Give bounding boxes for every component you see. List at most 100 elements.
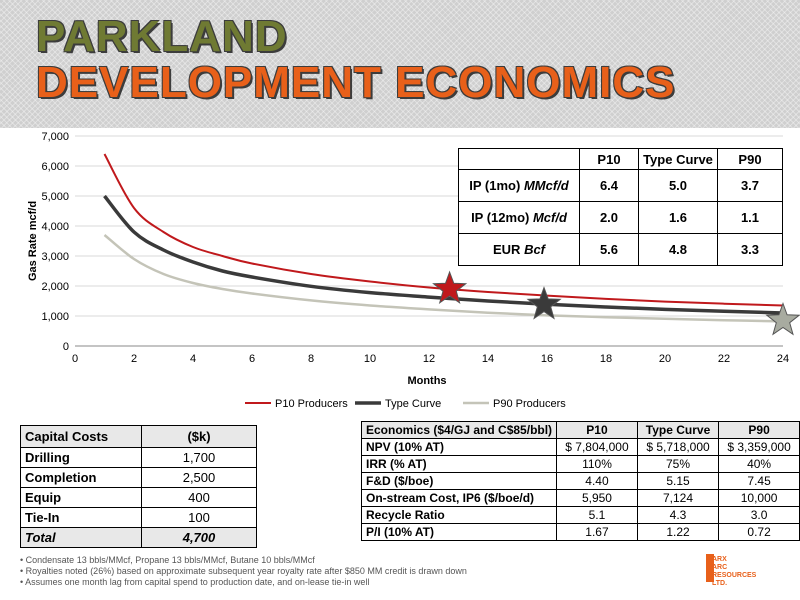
footnote: • Royalties noted (26%) based on approxi…: [20, 566, 467, 576]
ip-row-12mo: IP (12mo) Mcf/d 2.0 1.6 1.1: [458, 201, 783, 234]
economics-row: F&D ($/boe) 4.40 5.15 7.45: [360, 472, 800, 490]
x-tick-label: 4: [190, 353, 196, 365]
header-banner: PARKLAND DEVELOPMENT ECONOMICS: [0, 0, 800, 128]
economics-cell-type: 75%: [636, 455, 720, 473]
economics-row-label: IRR (% AT): [360, 455, 558, 473]
economics-cell-p90: 0.72: [718, 523, 800, 541]
star-marker-p90-producers: [765, 302, 800, 336]
capital-row-value: 1,700: [141, 447, 257, 468]
economics-cell-p90: 40%: [718, 455, 800, 473]
economics-row-label: NPV (10% AT): [360, 438, 558, 456]
economics-header-label: Economics ($4/GJ and C$85/bbl): [360, 421, 558, 439]
economics-table: Economics ($4/GJ and C$85/bbl) P10 Type …: [360, 421, 800, 541]
capital-row-label: Equip: [20, 487, 142, 508]
capital-row-label: Completion: [20, 467, 142, 488]
ip-row-label: EUR Bcf: [458, 233, 580, 266]
economics-cell-p10: $ 7,804,000: [556, 438, 638, 456]
economics-cell-p90: 3.0: [718, 506, 800, 524]
ip-table: P10 Type Curve P90 IP (1mo) MMcf/d 6.4 5…: [458, 148, 783, 266]
series-line-p10-producers: [103, 153, 784, 307]
ip-cell-p10: 2.0: [579, 201, 639, 234]
x-axis-label: Months: [407, 375, 446, 387]
y-tick-label: 4,000: [41, 221, 69, 233]
capital-header-label: Capital Costs: [20, 425, 142, 448]
y-tick-label: 5,000: [41, 191, 69, 203]
capital-row: Tie-In 100: [20, 507, 257, 528]
ip-cell-p90: 1.1: [717, 201, 783, 234]
ip-header-p10: P10: [579, 148, 639, 170]
capital-header-row: Capital Costs ($k): [20, 425, 257, 448]
x-tick-label: 24: [777, 353, 789, 365]
y-tick-label: 0: [63, 341, 69, 353]
economics-cell-type: 1.22: [636, 523, 720, 541]
x-tick-label: 20: [659, 353, 671, 365]
economics-cell-type: $ 5,718,000: [636, 438, 720, 456]
ip-cell-p10: 6.4: [579, 169, 639, 202]
capital-total-value: 4,700: [141, 527, 257, 548]
capital-row-label: Drilling: [20, 447, 142, 468]
economics-header-row: Economics ($4/GJ and C$85/bbl) P10 Type …: [360, 421, 800, 439]
economics-row: On-stream Cost, IP6 ($/boe/d) 5,950 7,12…: [360, 489, 800, 507]
title-line1: PARKLAND: [36, 12, 288, 61]
economics-cell-p10: 4.40: [556, 472, 638, 490]
y-axis-label: Gas Rate mcf/d: [27, 201, 39, 281]
capital-total-row: Total 4,700: [20, 527, 257, 548]
legend-label: P10 Producers: [275, 398, 348, 410]
economics-row: IRR (% AT) 110% 75% 40%: [360, 455, 800, 473]
footnotes: • Condensate 13 bbls/MMcf, Propane 13 bb…: [20, 555, 467, 588]
ip-row-eur: EUR Bcf 5.6 4.8 3.3: [458, 233, 783, 266]
footnote: • Condensate 13 bbls/MMcf, Propane 13 bb…: [20, 555, 315, 565]
capital-row: Equip 400: [20, 487, 257, 508]
economics-cell-p10: 5,950: [556, 489, 638, 507]
economics-header-p10: P10: [556, 421, 638, 439]
x-tick-label: 6: [249, 353, 255, 365]
x-tick-label: 2: [131, 353, 137, 365]
ip-header-p90: P90: [717, 148, 783, 170]
economics-cell-p90: 10,000: [718, 489, 800, 507]
economics-cell-p90: 7.45: [718, 472, 800, 490]
capital-row-label: Tie-In: [20, 507, 142, 528]
legend-label: Type Curve: [385, 398, 441, 410]
capital-row: Drilling 1,700: [20, 447, 257, 468]
economics-cell-p90: $ 3,359,000: [718, 438, 800, 456]
ip-row-label: IP (1mo) MMcf/d: [458, 169, 580, 202]
ip-header-type: Type Curve: [638, 148, 718, 170]
series-line-type-curve: [103, 194, 784, 315]
y-tick-label: 6,000: [41, 161, 69, 173]
x-tick-label: 8: [308, 353, 314, 365]
economics-header-p90: P90: [718, 421, 800, 439]
economics-cell-p10: 110%: [556, 455, 638, 473]
x-tick-label: 12: [423, 353, 435, 365]
x-tick-label: 10: [364, 353, 376, 365]
capital-header-unit: ($k): [141, 425, 257, 448]
ip-cell-type: 1.6: [638, 201, 718, 234]
ip-cell-p90: 3.3: [717, 233, 783, 266]
ip-row-1mo: IP (1mo) MMcf/d 6.4 5.0 3.7: [458, 169, 783, 202]
x-tick-label: 22: [718, 353, 730, 365]
ip-cell-type: 4.8: [638, 233, 718, 266]
economics-cell-p10: 1.67: [556, 523, 638, 541]
economics-cell-type: 4.3: [636, 506, 720, 524]
ip-header-blank: [458, 148, 580, 170]
economics-row-label: Recycle Ratio: [360, 506, 558, 524]
economics-row: NPV (10% AT) $ 7,804,000 $ 5,718,000 $ 3…: [360, 438, 800, 456]
x-tick-label: 16: [541, 353, 553, 365]
capital-costs-table: Capital Costs ($k) Drilling 1,700 Comple…: [20, 425, 257, 548]
x-tick-label: 18: [600, 353, 612, 365]
economics-row: Recycle Ratio 5.1 4.3 3.0: [360, 506, 800, 524]
capital-row: Completion 2,500: [20, 467, 257, 488]
economics-cell-p10: 5.1: [556, 506, 638, 524]
economics-row: P/I (10% AT) 1.67 1.22 0.72: [360, 523, 800, 541]
logo-line: ARX: [712, 556, 727, 563]
ip-cell-p90: 3.7: [717, 169, 783, 202]
series-line-p90-producers: [103, 234, 784, 323]
capital-row-value: 400: [141, 487, 257, 508]
logo-line: RESOURCES: [712, 572, 757, 579]
economics-header-type: Type Curve: [636, 421, 720, 439]
capital-row-value: 2,500: [141, 467, 257, 488]
logo-line: LTD.: [712, 580, 728, 587]
ip-cell-type: 5.0: [638, 169, 718, 202]
ip-cell-p10: 5.6: [579, 233, 639, 266]
y-tick-label: 1,000: [41, 311, 69, 323]
economics-cell-type: 7,124: [636, 489, 720, 507]
